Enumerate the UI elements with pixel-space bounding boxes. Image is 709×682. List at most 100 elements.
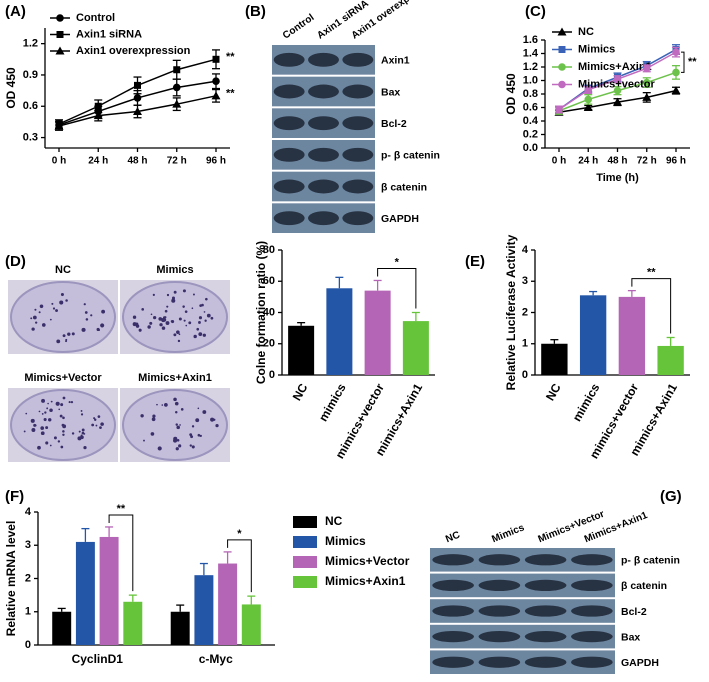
colony [80,410,83,412]
y-tick-label: 1.4 [523,47,539,59]
blot-band [478,605,521,617]
significance-label: ** [647,267,656,279]
colony [38,311,41,314]
panel-label: (B) [245,3,266,20]
colony [47,402,49,405]
row-label: Bcl-2 [621,606,647,618]
colony [178,333,181,336]
blot-strip [430,650,615,674]
legend-label: NC [578,26,594,38]
x-tick-label: 48 h [127,156,147,167]
colony [151,417,156,422]
colony [65,340,68,343]
colony [56,339,61,344]
colony [171,298,176,303]
y-tick-label: 0.3 [23,131,38,143]
legend-label: Mimics+vector [578,78,655,90]
colony [59,300,64,305]
bar [657,345,684,375]
legend-label: Mimics+Axin1 [325,574,406,588]
y-tick-label: 0.6 [523,101,538,113]
significance-label: ** [226,51,235,63]
colony [81,428,85,432]
colony [78,430,81,433]
point [671,86,681,95]
colony [37,445,41,450]
significance-bracket [631,278,672,334]
colony [204,319,207,322]
colony [53,436,57,440]
y-tick-label: 0.2 [523,128,538,140]
legend-label: Control [76,12,115,24]
bar [52,611,72,645]
colony [174,401,179,406]
point [613,86,622,95]
blot-band [432,605,474,617]
blot-band [571,656,613,668]
bar [364,290,391,375]
point [54,121,64,130]
bar [541,343,568,375]
legend-swatch [293,516,317,528]
colony [49,444,52,447]
colony [31,428,36,432]
y-axis-label: Colne formation ratio (%) [254,241,268,384]
colony [41,412,44,415]
colony [150,432,155,436]
colony [132,322,137,327]
colony [46,407,49,410]
image-label: Mimics+Axin1 [138,372,212,384]
panel-label: (C) [525,3,546,20]
colony [60,445,64,449]
colony [62,334,66,338]
bar [618,296,646,375]
bar [170,611,190,645]
colony [83,303,86,306]
colony [162,317,167,322]
lane-label: Mimics [490,522,526,545]
colony [182,305,185,308]
blot-band [273,116,305,131]
colony [62,396,66,400]
x-tick-label: 96 h [206,156,226,167]
colony [191,425,195,428]
colony [45,426,49,430]
significance-label: ** [117,503,126,515]
colony [65,299,68,302]
colony [173,290,177,294]
colony [202,410,207,414]
y-tick-label: 4 [25,506,32,518]
blot-band [571,554,613,566]
point [133,94,142,102]
colony [60,293,64,297]
colony [67,332,71,336]
row-label: GAPDH [381,213,419,225]
blot-band [524,656,567,668]
bar [123,601,143,645]
blot-band [342,84,374,99]
legend-label: Mimics+Axin1 [578,61,652,73]
legend-label: Mimics+Vector [325,554,410,568]
legend-swatch [293,536,317,548]
colony [152,414,156,418]
blot-band [524,554,567,566]
colony [166,293,170,297]
colony [97,328,100,332]
colony [31,327,35,331]
blot-band [342,211,374,226]
blot-band [308,147,339,162]
colony [205,297,208,301]
colony [179,424,181,426]
colony [39,304,44,309]
image-label: Mimics [156,264,193,276]
legend-marker [558,63,566,71]
row-label: GAPDH [621,657,659,669]
y-tick-label: 0.0 [523,142,538,154]
blot-band [308,84,339,99]
colony [62,430,65,433]
significance-label: * [395,256,400,268]
colony [189,444,192,447]
y-tick-label: 1.6 [523,34,538,46]
colony [55,309,58,312]
